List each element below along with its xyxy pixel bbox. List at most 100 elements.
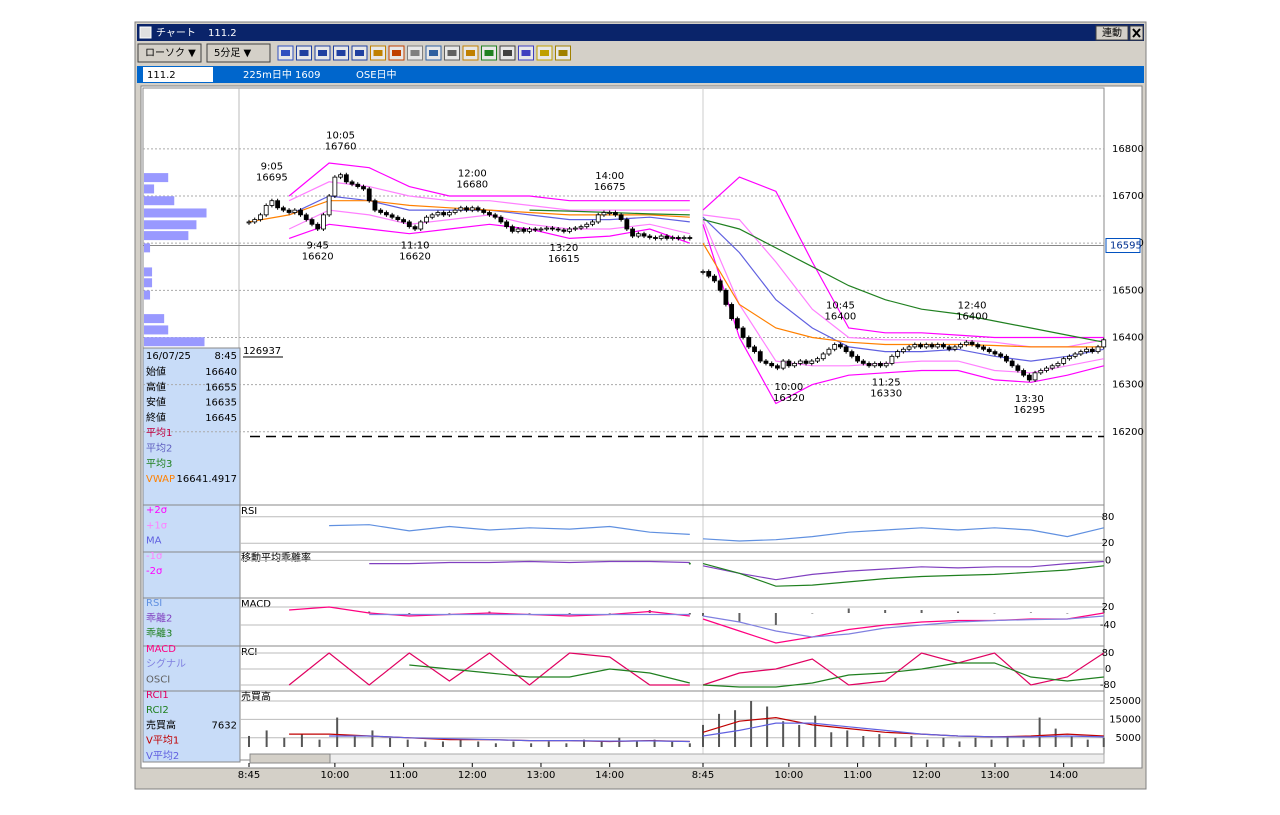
panel-bar — [528, 613, 531, 614]
panel-title: RSI — [241, 506, 257, 517]
legend-date: 16/07/25 — [146, 351, 191, 362]
legend-panel — [142, 347, 241, 763]
annotation-price: 16620 — [302, 252, 334, 263]
y-tick-label: 16200 — [1112, 427, 1144, 438]
x-tick-label: 12:00 — [458, 770, 487, 781]
candle — [658, 235, 664, 239]
candle — [992, 351, 998, 355]
candle — [958, 344, 964, 348]
candle — [509, 226, 515, 232]
overlay-line — [702, 224, 1104, 405]
annotation-time: 10:00 — [774, 382, 803, 393]
candle — [675, 237, 681, 239]
candle — [538, 228, 544, 231]
x-tick-label: 10:00 — [320, 770, 349, 781]
profile-bar — [144, 208, 207, 218]
scrollbar[interactable] — [249, 753, 1105, 764]
candle — [883, 363, 889, 367]
x-tick-label: 8:45 — [692, 770, 714, 781]
panel-bar — [424, 741, 427, 747]
scroll-thumb[interactable] — [249, 753, 331, 764]
y-tick-label: 25000 — [1109, 696, 1141, 707]
candle — [815, 358, 820, 362]
legend-value: 16645 — [205, 413, 237, 424]
panel-bar — [441, 741, 444, 747]
profile-bar — [144, 290, 151, 300]
candle — [452, 209, 458, 213]
interval-label[interactable]: 5分足 ▼ — [214, 47, 252, 59]
panel-bar — [406, 739, 409, 747]
candle — [653, 237, 658, 239]
panel-bar — [782, 721, 785, 747]
panel-line — [409, 664, 690, 684]
candle — [515, 228, 521, 232]
legend-value: 16641.4917 — [177, 474, 237, 485]
candle — [918, 344, 923, 348]
candle — [935, 344, 941, 348]
candle — [544, 227, 550, 230]
panel-line — [688, 562, 691, 565]
candle — [246, 221, 252, 224]
chart-type-label[interactable]: ローソク ▼ — [145, 47, 196, 59]
candle — [275, 200, 281, 209]
legend-name: 高値 — [146, 380, 166, 393]
candle — [412, 226, 418, 230]
annotation-price: 16695 — [256, 172, 288, 183]
candle — [849, 351, 855, 357]
panel-line — [702, 652, 1105, 686]
link-button[interactable] — [1095, 25, 1129, 41]
x-tick-label: 11:00 — [843, 770, 872, 781]
candle — [252, 219, 258, 223]
candle — [803, 360, 809, 364]
legend-name: RCI2 — [146, 705, 169, 716]
candle — [792, 363, 797, 367]
panel-bar — [1102, 610, 1105, 613]
panel-title: 売買高 — [241, 690, 271, 703]
panel-line — [329, 524, 690, 535]
chart-type-dropdown[interactable] — [137, 43, 202, 63]
panel-bar — [738, 613, 741, 622]
panel-bar — [318, 739, 321, 747]
close-icon[interactable] — [1132, 28, 1141, 38]
candle — [855, 355, 860, 362]
legend-name: 安値 — [146, 396, 166, 409]
panel-bar — [488, 611, 491, 613]
panel-bar — [371, 730, 374, 747]
x-tick-label: 13:00 — [981, 770, 1010, 781]
candle — [752, 346, 757, 353]
profile-bar — [144, 220, 197, 230]
y-tick-label: 80 — [1102, 648, 1115, 659]
legend-name: 乖離2 — [146, 611, 172, 624]
candle — [607, 212, 613, 214]
legend-name: OSCI — [146, 675, 170, 686]
candle — [1089, 348, 1095, 353]
overlay-line — [288, 162, 690, 202]
panel-bar — [494, 743, 497, 747]
candle — [889, 355, 895, 364]
candle — [624, 219, 630, 230]
candle — [900, 348, 906, 353]
link-button-label[interactable]: 連動 — [1102, 26, 1122, 39]
candle — [475, 207, 481, 211]
overlay-line — [702, 176, 1104, 339]
panel-bar — [766, 706, 769, 747]
candle — [572, 227, 578, 230]
legend-name: 平均2 — [146, 443, 172, 455]
candle — [292, 209, 298, 213]
candle — [498, 216, 504, 223]
panel-bar — [862, 735, 865, 747]
overlay-line — [702, 219, 1104, 343]
panel-bar — [353, 735, 356, 747]
annotation-price: 16400 — [824, 311, 856, 322]
panel-bar — [878, 734, 881, 747]
x-tick-label: 14:00 — [1049, 770, 1078, 781]
panel-bar — [688, 743, 691, 747]
chart-area — [140, 85, 1143, 769]
profile-bar — [144, 231, 189, 241]
candle — [280, 207, 286, 211]
interval-dropdown[interactable] — [206, 43, 271, 63]
annotation-time: 10:45 — [826, 300, 855, 311]
legend-time: 8:45 — [215, 351, 237, 362]
panel-bar — [958, 741, 961, 747]
annotation-price: 16330 — [870, 388, 902, 399]
